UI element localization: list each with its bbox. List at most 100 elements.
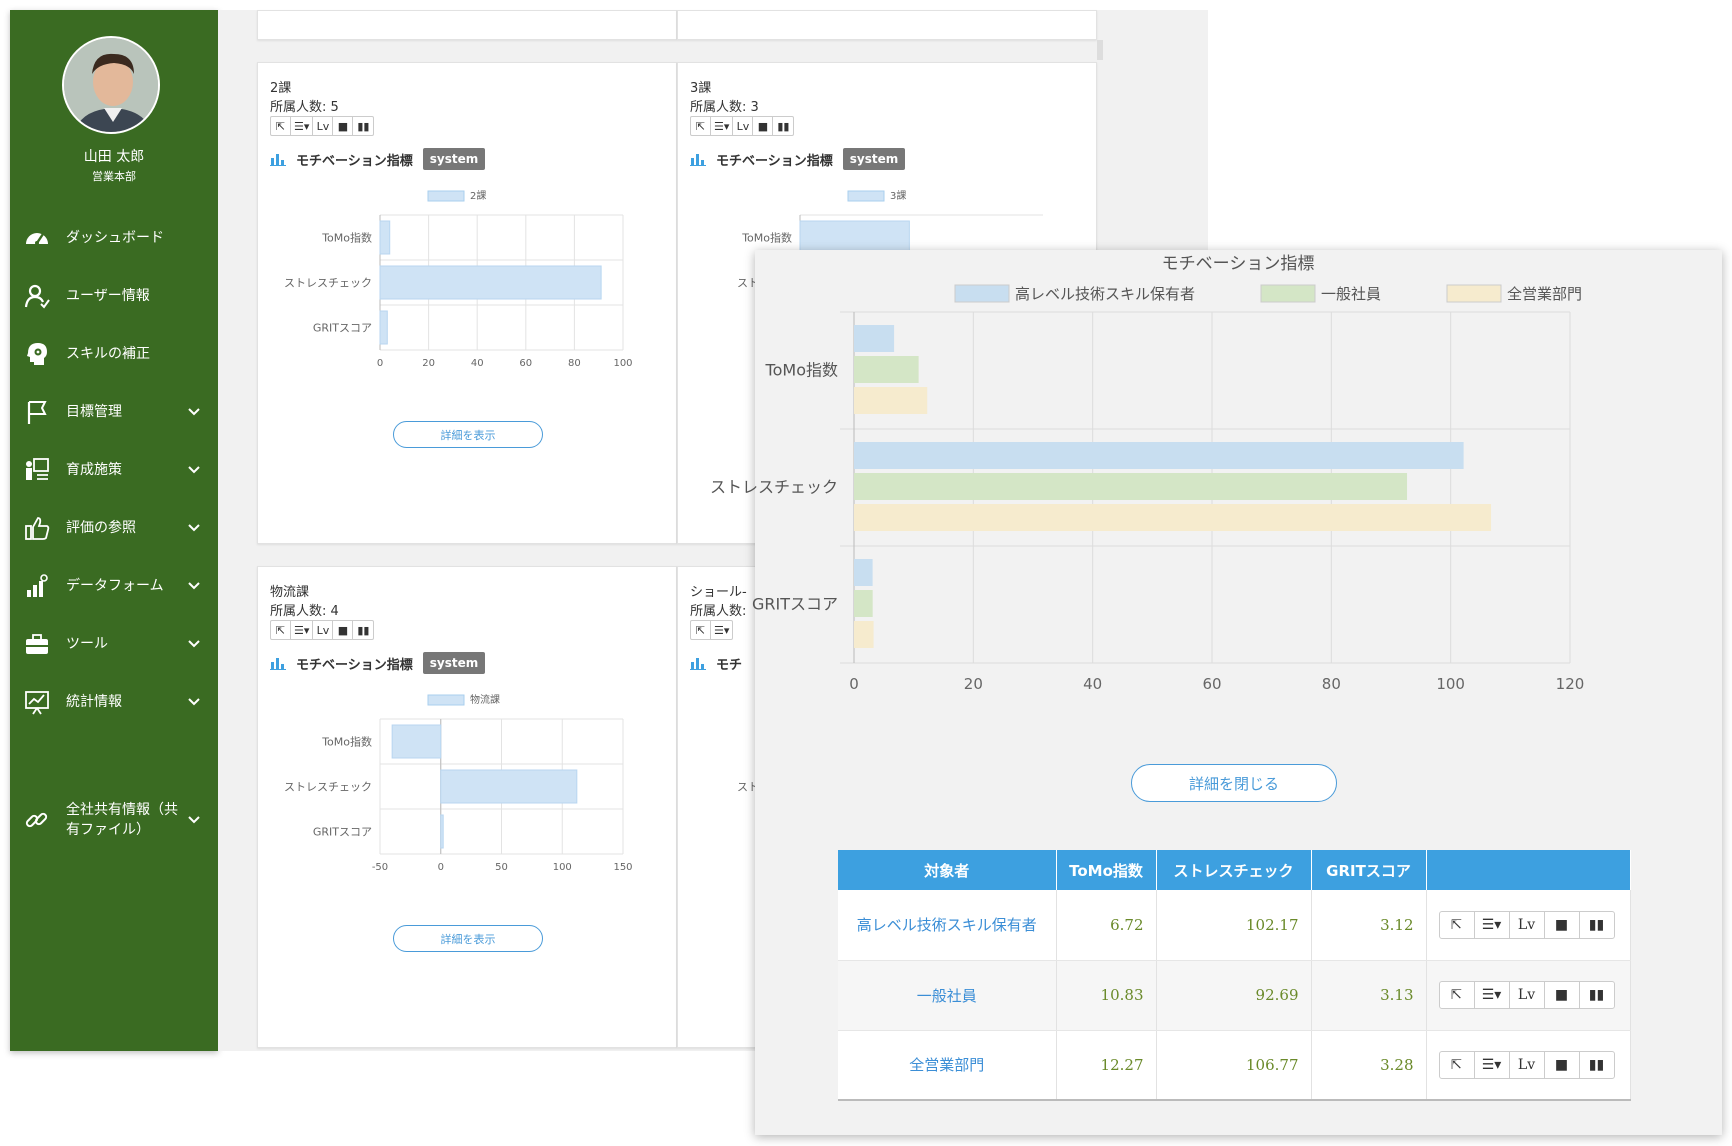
header-stress: ストレスチェック	[1156, 850, 1312, 890]
row-stress: 106.77	[1156, 1030, 1312, 1101]
lv-button[interactable]: Lv	[1510, 982, 1545, 1008]
share-icon[interactable]: ⇱	[271, 621, 291, 639]
nav-dashboard[interactable]: ダッシュボード	[10, 212, 218, 264]
statistics-board-icon	[25, 691, 49, 715]
share-icon[interactable]: ⇱	[1440, 1051, 1475, 1078]
card-toolbar: ⇱ ☰▾ Lv ■ ▮▮	[270, 116, 375, 136]
bar	[379, 265, 602, 300]
nav-statistics[interactable]: 統計情報	[10, 676, 218, 728]
book-icon[interactable]: ■	[333, 621, 354, 639]
category-label: ToMo指数	[741, 231, 792, 245]
card-title: ショール-	[690, 585, 747, 600]
bar-chart-icon[interactable]: ▮▮	[357, 119, 370, 133]
row-name-link[interactable]: 全営業部門	[838, 1030, 1057, 1101]
motivation-header: モチベーション指標 system	[270, 147, 486, 171]
nav-tools[interactable]: ツール	[10, 618, 218, 670]
bar-chart-icon[interactable]: ▮▮	[1588, 1056, 1605, 1073]
book-icon[interactable]: ■	[333, 117, 354, 135]
book-icon[interactable]: ■	[753, 117, 774, 135]
list-dropdown-icon[interactable]: ☰▾	[711, 117, 734, 135]
list-dropdown-icon[interactable]: ☰▾	[1475, 1051, 1510, 1078]
book-icon[interactable]: ■	[1545, 911, 1580, 938]
toolbox-icon	[26, 634, 48, 654]
nav-user-info[interactable]: ユーザー情報	[10, 270, 218, 322]
motivation-header: モチ	[690, 651, 742, 675]
card-member-count: 所属人数: 4	[270, 604, 339, 619]
bar	[854, 559, 873, 586]
lv-button[interactable]: Lv	[733, 117, 754, 135]
share-icon[interactable]: ⇱	[1440, 982, 1475, 1008]
nav-evaluation[interactable]: 評価の参照	[10, 502, 218, 554]
bar-chart-icon[interactable]: ▮▮	[777, 119, 790, 133]
chevron-down-icon	[188, 408, 200, 416]
user-icon	[24, 284, 50, 309]
share-icon[interactable]: ⇱	[691, 117, 711, 135]
list-dropdown-icon[interactable]: ☰▾	[1475, 982, 1510, 1008]
category-label: GRITスコア	[313, 322, 372, 335]
nav-skill-correction[interactable]: スキルの補正	[10, 328, 218, 380]
list-dropdown-icon[interactable]: ☰▾	[1475, 911, 1510, 938]
avatar[interactable]	[62, 36, 160, 134]
nav-training[interactable]: 育成施策	[10, 444, 218, 496]
training-board-icon	[26, 458, 49, 480]
tick-label: 20	[422, 358, 435, 369]
nav-data-form[interactable]: データフォーム	[10, 560, 218, 612]
bar-chart-icon	[270, 658, 286, 670]
book-icon[interactable]: ■	[1545, 1051, 1580, 1078]
header-tomo: ToMo指数	[1056, 850, 1157, 890]
card-member-count: 所属人数: 5	[270, 100, 339, 115]
tick-label: 0	[438, 862, 444, 873]
legend-swatch	[847, 190, 885, 202]
legend-swatch	[1260, 284, 1316, 303]
lv-button[interactable]: Lv	[313, 117, 334, 135]
nav-evaluation-label: 評価の参照	[66, 520, 136, 536]
nav-shared-files[interactable]: 全社共有情報（共有ファイル）	[10, 792, 218, 848]
book-icon[interactable]: ■	[1545, 982, 1580, 1008]
show-detail-button[interactable]: 詳細を表示	[393, 925, 543, 952]
card-toolbar: ⇱ ☰▾	[690, 620, 734, 640]
lv-button[interactable]: Lv	[313, 621, 334, 639]
brain-gear-icon	[27, 343, 47, 365]
row-name-link[interactable]: 高レベル技術スキル保有者	[838, 890, 1057, 961]
share-icon[interactable]: ⇱	[1440, 911, 1475, 938]
list-dropdown-icon[interactable]: ☰▾	[291, 621, 314, 639]
bar-chart-icon[interactable]: ▮▮	[357, 623, 370, 637]
card-title: 3課	[690, 81, 712, 96]
share-icon[interactable]: ⇱	[271, 117, 291, 135]
bar-chart-icon[interactable]: ▮▮	[1588, 916, 1605, 933]
bar	[854, 590, 873, 617]
share-icon[interactable]: ⇱	[691, 621, 711, 639]
legend-swatch	[1446, 284, 1502, 303]
chevron-down-icon	[188, 698, 200, 706]
tick-label: 40	[471, 358, 484, 369]
lv-button[interactable]: Lv	[1510, 1051, 1545, 1078]
tick-label: 40	[1083, 675, 1102, 693]
bar-chart-icon[interactable]: ▮▮	[1588, 987, 1605, 1003]
tick-label: 80	[1322, 675, 1341, 693]
row-name-link[interactable]: 一般社員	[838, 960, 1057, 1031]
bar	[854, 325, 895, 352]
close-detail-button[interactable]: 詳細を閉じる	[1131, 764, 1337, 802]
nav-goal-management[interactable]: 目標管理	[10, 386, 218, 438]
show-detail-button[interactable]: 詳細を表示	[393, 421, 543, 448]
list-dropdown-icon[interactable]: ☰▾	[714, 623, 730, 637]
nav-tools-label: ツール	[66, 636, 108, 652]
card-toolbar: ⇱ ☰▾ Lv ■ ▮▮	[690, 116, 795, 136]
list-dropdown-icon[interactable]: ☰▾	[291, 117, 314, 135]
card-top-left	[257, 10, 677, 40]
category-label: GRITスコア	[752, 595, 838, 614]
lv-button[interactable]: Lv	[1510, 911, 1545, 938]
row-actions: ⇱ ☰▾ Lv ■ ▮▮	[1426, 1030, 1631, 1101]
header-actions	[1426, 850, 1631, 890]
row-tomo: 12.27	[1056, 1030, 1157, 1101]
tick-label: 80	[568, 358, 581, 369]
motivation-header: モチベーション指標 system	[690, 147, 906, 171]
chevron-down-icon	[188, 466, 200, 474]
link-icon	[25, 812, 48, 828]
tick-label: 100	[613, 358, 632, 369]
bar	[440, 769, 578, 804]
motivation-label: モチベーション指標	[296, 153, 413, 169]
user-department: 営業本部	[92, 170, 136, 183]
nav-goal-management-label: 目標管理	[66, 404, 122, 420]
motivation-detail-panel: モチベーション指標 高レベル技術スキル保有者 一般社員 全営業部門 0 20 40 60 80 1…	[710, 250, 1722, 1135]
